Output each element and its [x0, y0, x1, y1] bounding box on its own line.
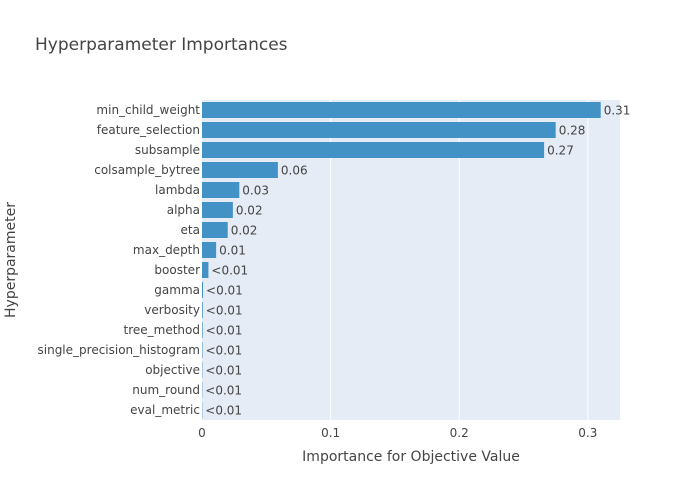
- value-label: 0.03: [242, 184, 269, 198]
- category-label: eval_metric: [130, 403, 200, 417]
- bar-min_child_weight: [202, 102, 601, 118]
- x-axis-title: Importance for Objective Value: [302, 449, 520, 465]
- value-label: 0.31: [604, 104, 631, 118]
- chart-title: Hyperparameter Importances: [35, 35, 288, 55]
- bar-tree_method: [202, 322, 203, 338]
- category-label: verbosity: [144, 303, 200, 317]
- value-label: 0.06: [281, 164, 308, 178]
- value-label: <0.01: [205, 404, 242, 418]
- value-label: <0.01: [206, 344, 243, 358]
- value-label: 0.28: [559, 124, 586, 138]
- bar-verbosity: [202, 302, 203, 318]
- value-label: <0.01: [205, 364, 242, 378]
- x-tick-label: 0.1: [321, 426, 340, 440]
- category-label: num_round: [132, 383, 200, 397]
- value-label: 0.02: [236, 204, 263, 218]
- bar-alpha: [202, 202, 233, 218]
- value-label: <0.01: [205, 384, 242, 398]
- value-label: 0.01: [219, 244, 246, 258]
- x-tick-label: 0.2: [450, 426, 469, 440]
- bar-colsample_bytree: [202, 162, 278, 178]
- category-label: colsample_bytree: [94, 163, 200, 177]
- category-label: objective: [145, 363, 200, 377]
- value-label: <0.01: [211, 264, 248, 278]
- category-label: subsample: [135, 143, 200, 157]
- bar-max_depth: [202, 242, 217, 258]
- bar-eta: [202, 222, 228, 238]
- category-label: gamma: [154, 283, 200, 297]
- value-label: <0.01: [206, 304, 243, 318]
- category-label: lambda: [155, 183, 200, 197]
- labels: 0 0.1 0.2 0.3 min_child_weight 0.31 feature_se…: [38, 103, 631, 440]
- y-axis-title: Hyperparameter: [3, 202, 19, 318]
- x-tick-label: 0: [198, 426, 206, 440]
- category-label: eta: [181, 223, 200, 237]
- value-label: 0.27: [547, 144, 574, 158]
- bar-subsample: [202, 142, 545, 158]
- category-label: min_child_weight: [96, 103, 200, 117]
- bar-gamma: [202, 282, 204, 298]
- value-label: <0.01: [206, 324, 243, 338]
- value-label: <0.01: [206, 284, 243, 298]
- bars: [202, 102, 601, 418]
- category-label: booster: [154, 263, 200, 277]
- category-label: tree_method: [124, 323, 200, 337]
- x-tick-label: 0.3: [578, 426, 597, 440]
- value-label: 0.02: [231, 224, 258, 238]
- category-label: feature_selection: [97, 123, 200, 137]
- category-label: single_precision_histogram: [38, 343, 201, 357]
- category-label: max_depth: [133, 243, 200, 257]
- bar-lambda: [202, 182, 240, 198]
- category-label: alpha: [167, 203, 200, 217]
- bar-single_precision_histogram: [202, 342, 203, 358]
- bar-feature_selection: [202, 122, 556, 138]
- bar-booster: [202, 262, 209, 278]
